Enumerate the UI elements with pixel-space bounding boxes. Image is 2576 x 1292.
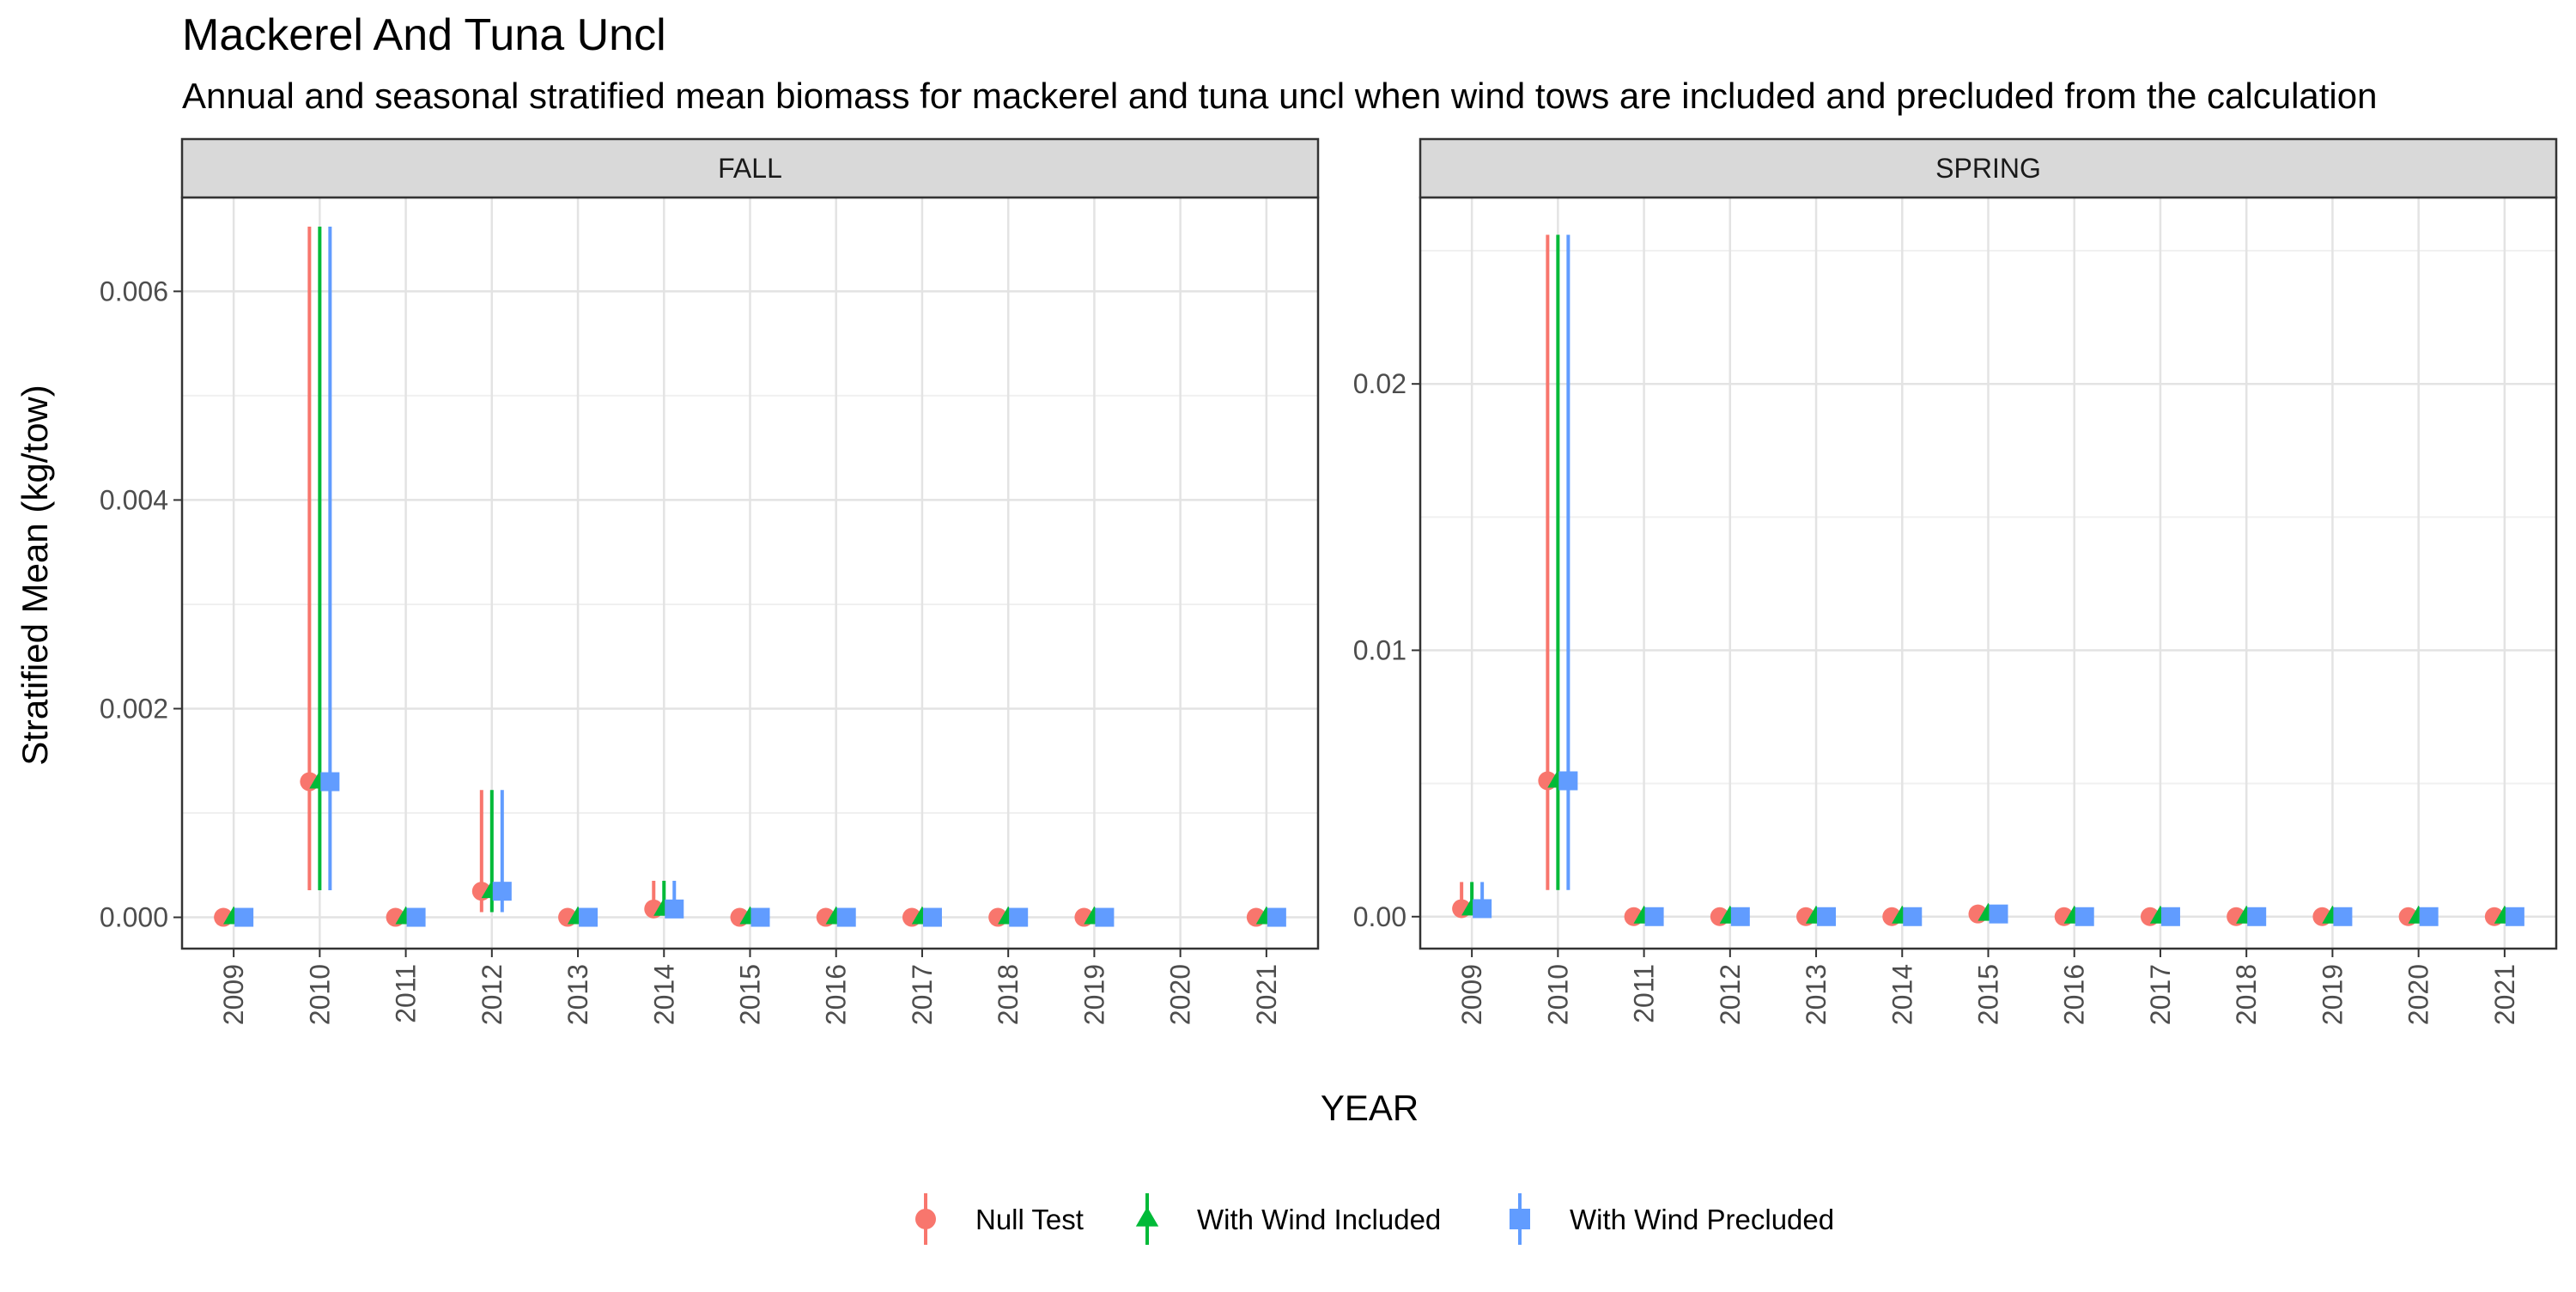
x-tick-label: 2009 <box>1456 964 1487 1025</box>
panel-spring: 0.00 0.01 0.02 2009 2010 2011 2012 2013 2014 2015… <box>1353 137 2558 1025</box>
data-point <box>2419 907 2439 926</box>
y-tick-label: 0.004 <box>100 484 168 515</box>
data-point <box>406 907 426 927</box>
x-tick-label: 2015 <box>1973 964 2004 1025</box>
legend: Null Test With Wind Included With Wind Pre… <box>915 1193 1834 1245</box>
points-with-wind-precluded <box>1473 771 2524 926</box>
x-tick-label: 2011 <box>391 964 422 1023</box>
x-tick-label: 2014 <box>1886 964 1917 1025</box>
y-tick-label: 0.02 <box>1353 368 1406 399</box>
facet-strip <box>1419 137 2558 199</box>
y-tick-label: 0.01 <box>1353 634 1406 665</box>
legend-item-with-wind-precluded: With Wind Precluded <box>1510 1193 1834 1245</box>
data-point <box>2160 907 2180 926</box>
data-point <box>579 907 598 927</box>
data-point <box>1558 771 1578 791</box>
data-point <box>2247 907 2267 926</box>
legend-item-with-wind-included: With Wind Included <box>1135 1193 1441 1245</box>
legend-label: With Wind Included <box>1197 1204 1441 1235</box>
y-tick-label: 0.000 <box>100 902 168 933</box>
data-point <box>1095 907 1115 927</box>
y-tick-label: 0.006 <box>100 276 168 306</box>
data-point <box>1989 904 2008 924</box>
y-axis-title: Stratified Mean (kg/tow) <box>15 385 55 766</box>
data-point <box>2075 907 2094 926</box>
data-point <box>1644 907 1664 926</box>
x-tick-label: 2018 <box>993 964 1024 1025</box>
data-point <box>1009 907 1029 927</box>
x-axis-title: YEAR <box>1321 1088 1419 1128</box>
data-point <box>1903 907 1923 926</box>
x-tick-label: 2021 <box>1251 964 1282 1025</box>
data-point <box>2505 907 2524 926</box>
x-tick-label: 2011 <box>1629 964 1660 1023</box>
data-point <box>1817 907 1837 926</box>
data-point <box>750 907 770 927</box>
x-tick-label: 2019 <box>1078 964 1109 1025</box>
x-tick-label: 2012 <box>1715 964 1746 1025</box>
legend-key-shape <box>1135 1206 1159 1227</box>
facet-strip-label: FALL <box>718 153 782 184</box>
x-tick-label: 2016 <box>821 964 852 1025</box>
data-point <box>320 772 340 792</box>
x-tick-label: 2012 <box>477 964 507 1025</box>
panels-layer: 0.000 0.002 0.004 0.006 2009 2010 2011 2012 2013… <box>100 137 2558 1025</box>
x-tick-label: 2010 <box>304 964 335 1025</box>
chart-subtitle: Annual and seasonal stratified mean biom… <box>182 76 2377 116</box>
data-point <box>1473 899 1492 919</box>
x-tick-label: 2018 <box>2231 964 2262 1025</box>
data-point <box>492 882 512 901</box>
x-tick-label: 2013 <box>1801 964 1832 1025</box>
panel-fall: 0.000 0.002 0.004 0.006 2009 2010 2011 2012 2013… <box>100 137 1320 1025</box>
x-tick-label: 2013 <box>562 964 593 1025</box>
facet-strip-label: SPRING <box>1935 153 2041 184</box>
legend-key-shape <box>915 1209 936 1229</box>
points-with-wind-precluded <box>234 772 1286 927</box>
x-tick-label: 2017 <box>2145 964 2176 1025</box>
x-tick-label: 2021 <box>2489 964 2520 1025</box>
data-point <box>922 907 942 927</box>
x-tick-label: 2009 <box>218 964 249 1025</box>
x-tick-label: 2010 <box>1542 964 1573 1025</box>
y-tick-label: 0.00 <box>1353 901 1406 932</box>
data-point <box>1267 907 1286 927</box>
x-tick-label: 2020 <box>1165 964 1196 1025</box>
chart-title: Mackerel And Tuna Uncl <box>182 10 666 60</box>
legend-label: Null Test <box>975 1204 1084 1235</box>
data-point <box>234 907 254 927</box>
data-point <box>2333 907 2353 926</box>
legend-label: With Wind Precluded <box>1570 1204 1834 1235</box>
data-point <box>665 899 684 919</box>
y-tick-label: 0.002 <box>100 693 168 724</box>
legend-item-null-test: Null Test <box>915 1193 1084 1245</box>
facet-strip <box>180 137 1320 199</box>
x-tick-label: 2016 <box>2059 964 2090 1025</box>
x-tick-label: 2014 <box>648 964 679 1025</box>
x-tick-label: 2015 <box>735 964 766 1025</box>
data-point <box>836 907 856 927</box>
legend-key-shape <box>1510 1209 1530 1229</box>
x-tick-label: 2017 <box>907 964 938 1025</box>
x-tick-label: 2020 <box>2403 964 2434 1025</box>
x-tick-label: 2019 <box>2317 964 2348 1025</box>
data-point <box>1730 907 1750 926</box>
